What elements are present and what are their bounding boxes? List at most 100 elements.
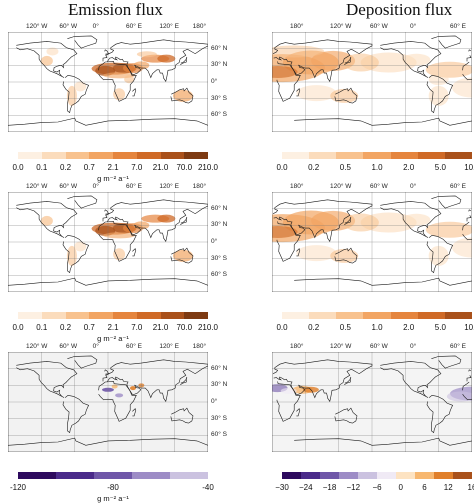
longitude-label: 60° W [370, 23, 388, 30]
latitude-label: 60° N [211, 364, 228, 372]
longitude-label: 0° [92, 23, 99, 30]
longitude-label: 0° [410, 343, 417, 350]
flux-region [113, 88, 126, 101]
coastline-eurasia [102, 39, 208, 83]
coastline-greenland [67, 355, 98, 369]
colorbar-tick-label: 5.0 [434, 163, 446, 172]
latitude-label: 60° N [211, 204, 228, 212]
colorbar-deposition-abs [282, 152, 472, 159]
longitude-label: 120° E [159, 343, 179, 350]
longitude-label: 120° W [26, 23, 48, 30]
longitude-label: 120° E [159, 183, 179, 190]
map-panel-emission-abs-2 [8, 192, 208, 292]
coastline-madagascar [132, 408, 137, 417]
coastline-uk [468, 49, 472, 52]
latitude-label: 60° S [211, 111, 227, 119]
flux-region [342, 213, 379, 232]
flux-region [66, 245, 77, 266]
coastline-antarctica [294, 437, 472, 446]
latitude-label: 30° S [211, 414, 227, 422]
coastline-uk [104, 209, 110, 215]
coastline-madagascar [132, 88, 137, 97]
flux-region [74, 241, 87, 252]
colorbar-tick-label: 0.0 [276, 163, 288, 172]
flux-region [425, 221, 472, 238]
colorbar-segment [94, 472, 132, 479]
coastline-japan [180, 376, 188, 386]
coastline-australia [334, 407, 358, 424]
colorbar-segment [282, 472, 301, 479]
colorbar-segment [113, 152, 137, 159]
longitude-label: 120° W [26, 343, 48, 350]
longitude-label: 0° [410, 23, 417, 30]
colorbar-tick-label: 70.0 [176, 323, 193, 332]
colorbar-segment [390, 312, 418, 319]
longitude-label: 60° E [126, 343, 142, 350]
flux-region [272, 226, 298, 238]
longitude-label: 60° E [126, 183, 142, 190]
longitude-label: 120° W [330, 23, 352, 30]
colorbar-tick-label: 10.0 [464, 323, 474, 332]
colorbar-tick-label: 70.0 [176, 163, 193, 172]
coastline-namerica [380, 201, 442, 238]
colorbar-deposition-abs-2 [282, 312, 472, 319]
colorbar-tick-label: 210.0 [197, 323, 219, 332]
colorbar-segment [113, 312, 137, 319]
colorbar-unit-label: g m⁻² a⁻¹ [97, 334, 129, 343]
coastline-eurasia [102, 199, 208, 243]
coastline-eurasia [272, 359, 472, 403]
colorbar-segment [65, 152, 90, 159]
flux-region [402, 213, 431, 226]
colorbar-segment [396, 472, 415, 479]
coastline-namerica [16, 41, 78, 78]
colorbar-tick-label: 16 [467, 483, 474, 492]
coastline-australia [170, 247, 194, 264]
coastline-antarctica [294, 277, 472, 286]
longitude-label: 180° [192, 23, 207, 30]
longitude-label: 0° [410, 183, 417, 190]
colorbar-segment [18, 472, 56, 479]
coastline-namerica [16, 201, 78, 238]
longitude-label: 60° W [59, 183, 78, 190]
colorbar-segment [136, 312, 161, 319]
colorbar-segment [18, 152, 42, 159]
coastline-australia [170, 87, 194, 104]
longitude-label: 180° [192, 343, 207, 350]
coastline-africa [276, 381, 472, 422]
world-map-deposition-abs-2 [272, 192, 472, 292]
colorbar-segment [65, 312, 90, 319]
coastline-uk [104, 49, 110, 55]
latitude-label: 60° S [211, 271, 227, 279]
longitude-label: 180° [192, 183, 207, 190]
longitude-label: 60° E [126, 23, 142, 30]
latitude-label: 30° N [211, 381, 228, 389]
longitude-label: 60° W [59, 23, 78, 30]
coastline-greenland [67, 35, 98, 49]
colorbar-segment [336, 312, 364, 319]
colorbar-segment [358, 472, 377, 479]
colorbar-segment [301, 472, 320, 479]
map-panel-deposition-abs [272, 32, 472, 132]
colorbar-segment [41, 312, 66, 319]
colorbar-segment [363, 312, 391, 319]
map-panel-deposition-abs-2 [272, 192, 472, 292]
map-panel-emission-abs [8, 32, 208, 132]
flux-region [342, 53, 379, 72]
coastline-eurasia [272, 199, 472, 243]
colorbar-segment [444, 312, 472, 319]
coastline-namerica [380, 41, 442, 78]
colorbar-tick-label: 1.0 [371, 323, 383, 332]
colorbar-tick-label: −12 [346, 483, 361, 492]
colorbar-tick-label: 0.0 [12, 163, 24, 172]
colorbar-segment [417, 312, 445, 319]
longitude-label: 180° [290, 343, 304, 350]
colorbar-tick-label: 0.7 [83, 163, 95, 172]
colorbar-tick-label: 2.1 [107, 323, 119, 332]
latitude-label: 60° N [211, 44, 228, 52]
colorbar-tick-label: 10.0 [464, 163, 474, 172]
flux-region [111, 384, 118, 389]
latitude-label: 60° S [211, 431, 227, 439]
flux-region [280, 387, 297, 394]
flux-region [173, 249, 193, 262]
colorbar-emission-abs-2 [18, 312, 208, 319]
